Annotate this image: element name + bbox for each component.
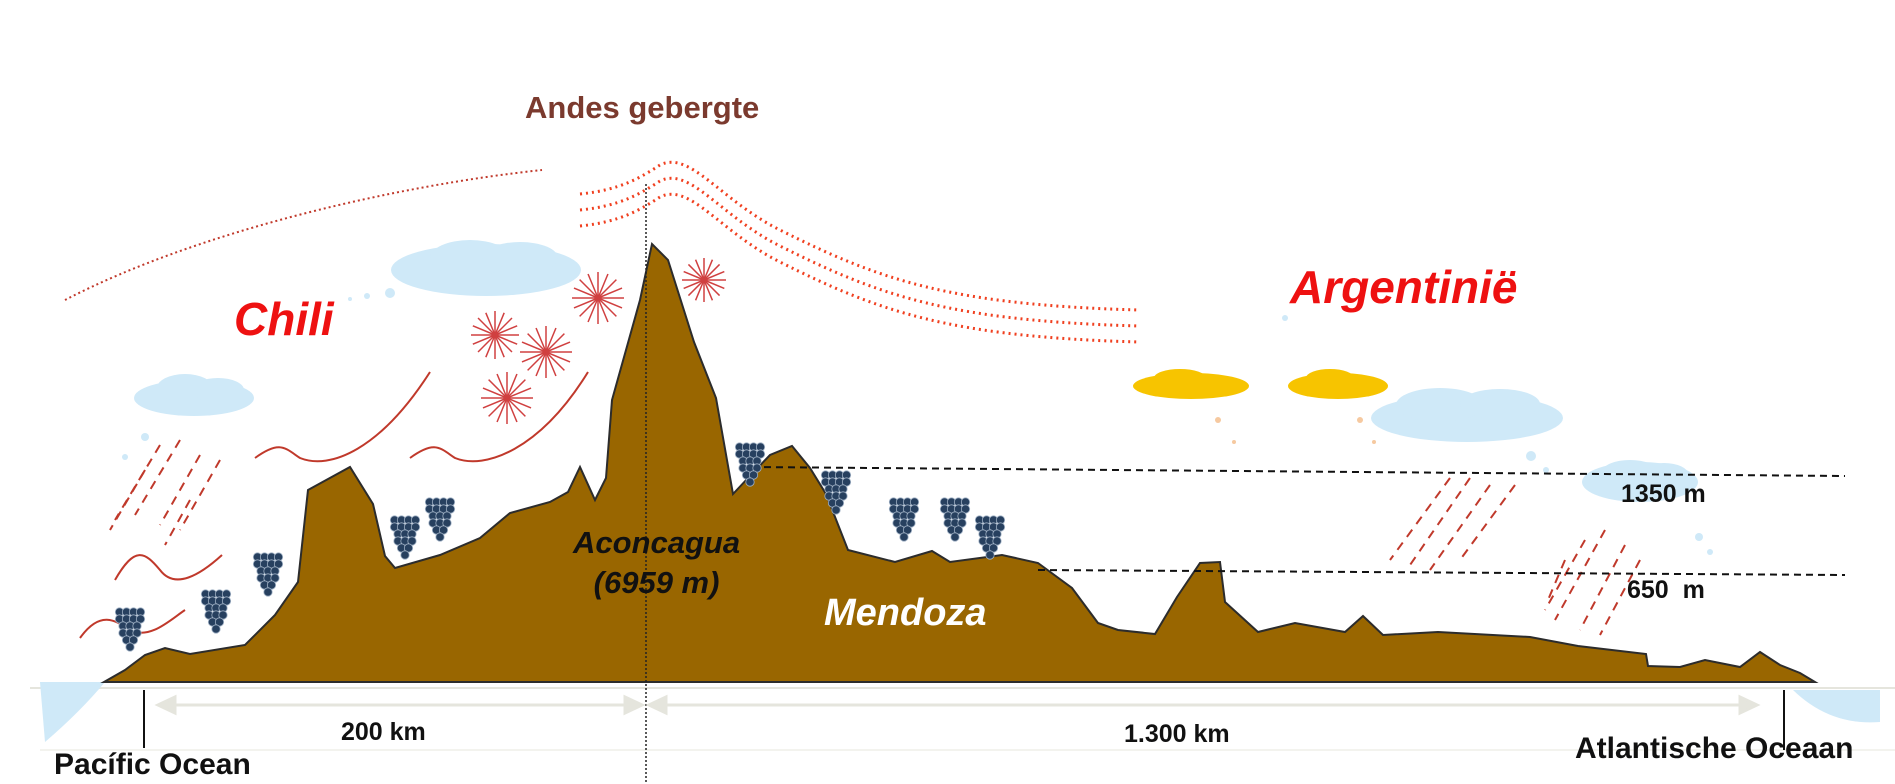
rain-icon (109, 439, 221, 546)
distance-label-west: 200 km (341, 718, 426, 746)
sunburst-icon (520, 326, 572, 378)
grape-cluster-icon (200, 589, 232, 634)
westerly-wind-arc-icon (64, 169, 543, 301)
region-label-argentina: Argentinië (1290, 261, 1518, 313)
grape-cluster-icon (820, 470, 852, 515)
atlantic-water-icon (1793, 690, 1880, 723)
sunburst-icon (481, 372, 533, 424)
distance-label-east: 1.300 km (1124, 720, 1230, 748)
wind-wave-icon (79, 371, 589, 639)
pacific-water-icon (40, 682, 105, 742)
sun-dots-icon (1215, 417, 1376, 444)
region-label-chili: Chili (234, 293, 334, 345)
altitude-1350-line (751, 466, 1846, 477)
grape-cluster-icon (939, 497, 971, 542)
grape-cluster-icon (114, 607, 146, 652)
peak-height: (6959 m) (593, 565, 720, 600)
cloud-icon (1582, 460, 1698, 502)
grape-cluster-icon (974, 515, 1006, 560)
grape-cluster-icon (424, 497, 456, 542)
sunburst-icon (682, 258, 726, 302)
ocean-label-atlantic: Atlantische Oceaan (1575, 732, 1854, 765)
peak-name: Aconcagua (573, 525, 741, 560)
ocean-label-pacific: Pacífic Ocean (54, 748, 251, 781)
sun-cloud-icon (1133, 369, 1249, 399)
grape-cluster-icon (888, 497, 920, 542)
sunburst-icon (572, 272, 624, 324)
altitude-label-lower: 650 m (1627, 576, 1705, 604)
altitude-label-upper: 1350 m (1621, 480, 1706, 508)
cloud-icon (391, 240, 581, 296)
wind-stream-icon (579, 160, 1141, 344)
sunburst-icon (471, 311, 519, 359)
droplet-dots-icon (122, 288, 1713, 555)
sunburst-icon (471, 258, 726, 424)
diagram-title: Andes gebergte (525, 90, 760, 125)
rain-icon (1389, 477, 1641, 636)
distance-arrow-west (154, 694, 646, 716)
peak-label: Aconcagua (6959 m) (573, 523, 740, 603)
grape-cluster-icon (252, 552, 284, 597)
cloud-icon (1371, 388, 1563, 442)
altitude-650-line (1037, 569, 1846, 576)
sun-cloud-icon (1288, 369, 1388, 399)
cloud-icon (134, 374, 254, 416)
province-label-mendoza: Mendoza (824, 592, 987, 634)
grape-cluster-icon (734, 442, 766, 487)
distance-arrow-east (645, 694, 1761, 716)
grape-cluster-icon (389, 515, 421, 560)
